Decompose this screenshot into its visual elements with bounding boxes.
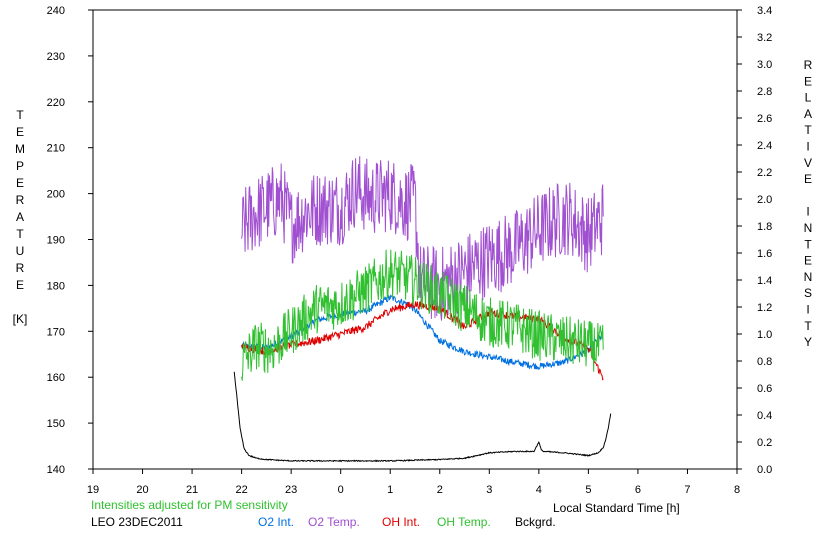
- y-left-tick-label: 220: [47, 97, 65, 109]
- y-left-label-letter: R: [16, 261, 25, 275]
- y-left-tick-label: 170: [47, 326, 65, 338]
- y-right-label-letter: T: [804, 319, 812, 333]
- legend-oh-int: OH Int.: [382, 515, 420, 529]
- x-tick-label: 1: [387, 484, 393, 496]
- y-left-label-letter: R: [16, 193, 25, 207]
- legend-oh-temp: OH Temp.: [437, 515, 491, 529]
- y-right-label-letter: I: [806, 205, 809, 219]
- y-right-tick-label: 1.0: [757, 329, 772, 341]
- series-layer: [233, 156, 612, 463]
- y-right-label-letter: Y: [804, 335, 812, 349]
- y-right-label-letter: R: [804, 58, 813, 72]
- y-right-tick-label: 2.2: [757, 167, 772, 179]
- x-tick-label: 0: [338, 484, 344, 496]
- y-right-tick-label: 1.8: [757, 221, 772, 233]
- series-bckgrd-line: [233, 371, 612, 463]
- y-left-label-letter: P: [16, 159, 24, 173]
- y-axis-right: 0.0 0.2 0.4 0.6 0.8 1.0 1.2 1.4 1.6 1.8 2.0 2.2 2.4 2…: [737, 5, 772, 476]
- legend-bckgrd: Bckgrd.: [515, 515, 556, 529]
- y-left-label-letter: E: [16, 125, 24, 139]
- y-right-label-letter: L: [805, 91, 812, 105]
- x-tick-label: 21: [186, 484, 198, 496]
- y-right-label-letter: S: [804, 286, 812, 300]
- y-left-label-letter: T: [16, 227, 24, 241]
- y-left-tick-label: 230: [47, 51, 65, 63]
- y-left-tick-label: 140: [47, 464, 65, 476]
- x-tick-label: 8: [734, 484, 740, 496]
- station-date: LEO 23DEC2011: [91, 515, 183, 529]
- y-left-tick-label: 240: [47, 5, 65, 17]
- y-right-label-letter: V: [804, 156, 812, 170]
- x-tick-label: 5: [585, 484, 591, 496]
- y-left-label-letter: [K]: [13, 312, 28, 326]
- y-left-label-letter: T: [16, 108, 24, 122]
- y-right-tick-label: 3.2: [757, 32, 772, 44]
- plot-frame: [92, 9, 738, 470]
- series-o2-temp-line: [241, 156, 604, 321]
- y-right-tick-label: 0.8: [757, 356, 772, 368]
- y-left-tick-label: 200: [47, 189, 65, 201]
- y-right-tick-label: 3.4: [757, 5, 772, 17]
- y-left-tick-label: 190: [47, 235, 65, 247]
- series-oh-temp-line: [241, 249, 604, 381]
- x-tick-label: 4: [536, 484, 542, 496]
- y-left-tick-label: 160: [47, 372, 65, 384]
- y-right-tick-label: 1.4: [757, 275, 772, 287]
- y-left-label-letter: E: [16, 176, 24, 190]
- y-left-label-letter: U: [16, 244, 25, 258]
- y-axis-left: 140 150 160 170 180 190 200 210 220 230 240: [47, 5, 93, 476]
- y-right-tick-label: 1.2: [757, 302, 772, 314]
- x-tick-label: 2: [437, 484, 443, 496]
- y-left-tick-label: 150: [47, 418, 65, 430]
- x-tick-label: 7: [684, 484, 690, 496]
- y-right-tick-label: 2.8: [757, 86, 772, 98]
- y-left-label-letter: E: [16, 278, 24, 292]
- legend-o2-int: O2 Int.: [258, 515, 294, 529]
- y-left-label-letter: M: [15, 142, 25, 156]
- y-right-label-letter: E: [804, 172, 812, 186]
- y-left-tick-label: 180: [47, 280, 65, 292]
- x-tick-label: 22: [235, 484, 247, 496]
- y-right-label-letter: N: [804, 221, 813, 235]
- y-right-label-letter: A: [804, 107, 812, 121]
- y-right-label-letter: I: [806, 303, 809, 317]
- y-right-tick-label: 0.0: [757, 464, 772, 476]
- y-right-tick-label: 3.0: [757, 59, 772, 71]
- y-right-label-letter: E: [804, 74, 812, 88]
- y-right-tick-label: 2.6: [757, 113, 772, 125]
- x-tick-label: 19: [87, 484, 99, 496]
- x-axis-label: Local Standard Time [h]: [553, 501, 680, 515]
- y-left-label-letter: A: [16, 210, 24, 224]
- x-tick-label: 6: [635, 484, 641, 496]
- y-left-tick-label: 210: [47, 143, 65, 155]
- y-right-label-letter: T: [804, 123, 812, 137]
- y-right-tick-label: 0.2: [757, 437, 772, 449]
- x-axis: 19 20 21 22 23 0 1 2 3 4 5 6 7 8: [87, 469, 740, 496]
- y-right-tick-label: 1.6: [757, 248, 772, 260]
- y-right-tick-label: 0.6: [757, 383, 772, 395]
- y-right-tick-label: 2.4: [757, 140, 772, 152]
- y-right-tick-label: 0.4: [757, 410, 772, 422]
- x-tick-label: 3: [486, 484, 492, 496]
- y-right-label-letter: E: [804, 254, 812, 268]
- x-tick-label: 20: [136, 484, 148, 496]
- legend-o2-temp: O2 Temp.: [308, 515, 360, 529]
- x-tick-label: 23: [285, 484, 297, 496]
- note-text: Intensities adjusted for PM sensitivity: [91, 498, 288, 512]
- y-right-label-letter: N: [804, 270, 813, 284]
- y-right-label-letter: I: [806, 140, 809, 154]
- y-right-label-letter: T: [804, 237, 812, 251]
- y-right-tick-label: 2.0: [757, 194, 772, 206]
